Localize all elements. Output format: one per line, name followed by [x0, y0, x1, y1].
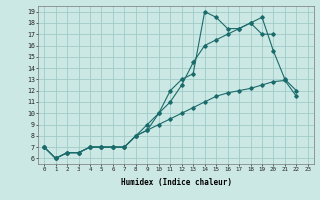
X-axis label: Humidex (Indice chaleur): Humidex (Indice chaleur) — [121, 178, 231, 187]
